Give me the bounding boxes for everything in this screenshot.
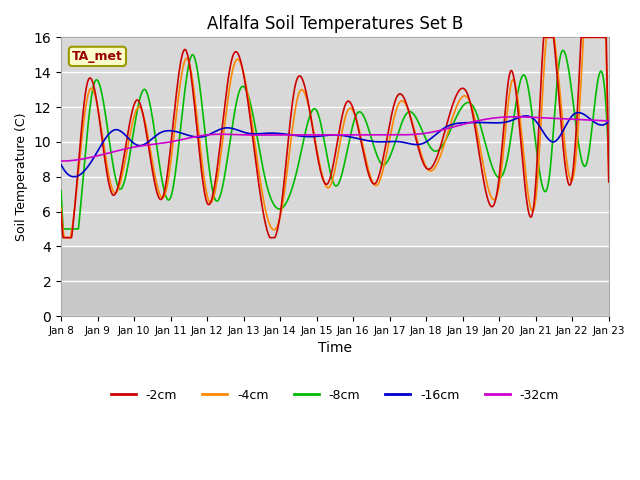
- X-axis label: Time: Time: [318, 341, 352, 355]
- Y-axis label: Soil Temperature (C): Soil Temperature (C): [15, 112, 28, 241]
- Text: TA_met: TA_met: [72, 50, 123, 63]
- Legend: -2cm, -4cm, -8cm, -16cm, -32cm: -2cm, -4cm, -8cm, -16cm, -32cm: [106, 384, 564, 407]
- Title: Alfalfa Soil Temperatures Set B: Alfalfa Soil Temperatures Set B: [207, 15, 463, 33]
- Bar: [61, 246, 609, 316]
